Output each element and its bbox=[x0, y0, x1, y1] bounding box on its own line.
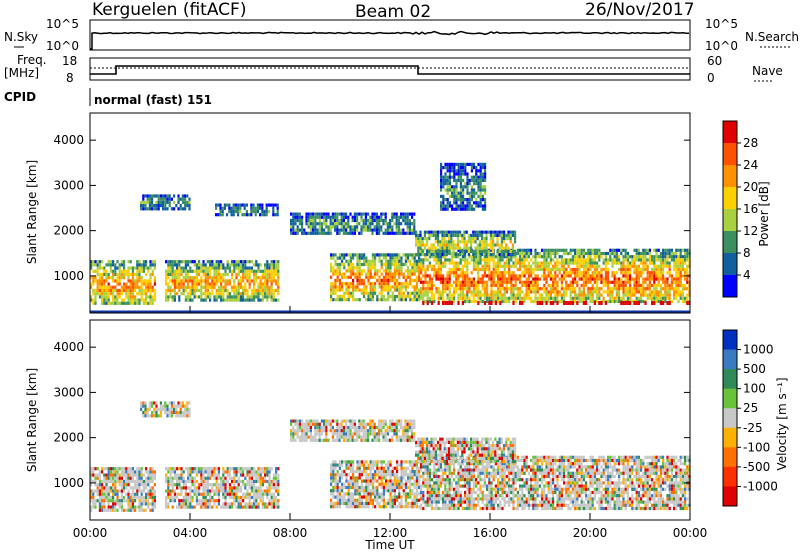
nsky-tick-high: 10^5 bbox=[46, 17, 79, 31]
velocity-echo-region bbox=[420, 456, 691, 510]
velocity-panel bbox=[90, 320, 691, 520]
power-echo-region bbox=[215, 204, 279, 217]
power-colorbar-segment bbox=[723, 165, 737, 188]
cpid-label: CPID bbox=[4, 90, 36, 104]
velocity-colorbar-tick: 1000 bbox=[743, 343, 774, 357]
power-colorbar-segment bbox=[723, 253, 737, 276]
x-tick-label: 20:00 bbox=[573, 526, 608, 540]
velocity-colorbar-label: Velocity [m s⁻¹] bbox=[775, 377, 789, 470]
velocity-echo-region bbox=[290, 420, 415, 442]
velocity-echo-region bbox=[165, 467, 279, 509]
velocity-colorbar-segment bbox=[723, 369, 737, 389]
freq-unit-label: [MHz] bbox=[4, 66, 39, 80]
nsky-panel bbox=[90, 20, 690, 50]
freq-panel bbox=[90, 58, 690, 80]
power-colorbar-label: Power [dB] bbox=[757, 181, 771, 246]
freq-tick-high: 18 bbox=[62, 54, 77, 68]
power-echo-region bbox=[420, 249, 691, 303]
power-colorbar-segment bbox=[723, 187, 737, 210]
velocity-colorbar-tick: -1000 bbox=[743, 479, 778, 493]
power-colorbar-tick: 4 bbox=[743, 268, 751, 282]
x-tick-label: 16:00 bbox=[473, 526, 508, 540]
x-tick-label: 00:00 bbox=[673, 526, 708, 540]
power-colorbar-segment bbox=[723, 121, 737, 144]
power-colorbar-tick: 12 bbox=[743, 224, 758, 238]
velocity-colorbar-segment bbox=[723, 350, 737, 370]
freq-label: Freq. bbox=[17, 53, 47, 67]
velocity-echo-region bbox=[140, 401, 191, 417]
power-echo-region bbox=[90, 260, 156, 305]
x-tick-label: 08:00 bbox=[273, 526, 308, 540]
power-ytick-label: 4000 bbox=[53, 133, 84, 147]
x-tick-label: 04:00 bbox=[173, 526, 208, 540]
power-echo-region bbox=[415, 231, 516, 257]
x-axis-label: Time UT bbox=[364, 538, 415, 552]
power-panel bbox=[90, 113, 691, 313]
nave-label: Nave bbox=[752, 64, 783, 78]
freq-tick-low: 8 bbox=[66, 71, 74, 85]
velocity-echo-region bbox=[90, 467, 156, 512]
power-ytick-label: 3000 bbox=[53, 178, 84, 192]
velocity-colorbar-tick: 100 bbox=[743, 382, 766, 396]
nave-tick-low: 0 bbox=[707, 71, 715, 85]
power-echo-region bbox=[330, 253, 420, 301]
velocity-colorbar-tick: 500 bbox=[743, 362, 766, 376]
velocity-colorbar-segment bbox=[723, 330, 737, 350]
power-colorbar-segment bbox=[723, 209, 737, 232]
velocity-colorbar-segment bbox=[723, 447, 737, 467]
velocity-colorbar-tick: 25 bbox=[743, 401, 758, 415]
nsky-tick-low: 10^0 bbox=[46, 39, 79, 53]
velocity-colorbar-segment bbox=[723, 486, 737, 506]
velocity-colorbar-segment bbox=[723, 428, 737, 448]
power-colorbar-tick: 24 bbox=[743, 158, 758, 172]
power-colorbar-segment bbox=[723, 231, 737, 254]
velocity-ytick-label: 1000 bbox=[53, 476, 84, 490]
velocity-colorbar: 1000 500 100 25 -25 -100 -500 -1000 bbox=[723, 330, 778, 507]
velocity-colorbar-tick: -25 bbox=[743, 421, 763, 435]
power-colorbar-tick: 16 bbox=[743, 202, 758, 216]
power-colorbar-tick: 20 bbox=[743, 180, 758, 194]
power-near-range-echo bbox=[422, 301, 690, 305]
velocity-colorbar-tick: -100 bbox=[743, 440, 770, 454]
velocity-colorbar-segment bbox=[723, 408, 737, 428]
freq-trace bbox=[90, 66, 690, 74]
power-colorbar-segment bbox=[723, 143, 737, 166]
velocity-colorbar-segment bbox=[723, 389, 737, 409]
power-ytick-label: 1000 bbox=[53, 269, 84, 283]
velocity-ytick-label: 3000 bbox=[53, 385, 84, 399]
velocity-echo-region bbox=[330, 460, 420, 508]
nsky-trace bbox=[90, 32, 689, 50]
power-colorbar-tick: 28 bbox=[743, 136, 758, 150]
x-tick-label: 00:00 bbox=[73, 526, 108, 540]
velocity-echo-region bbox=[415, 438, 516, 464]
nsearch-tick-low: 10^0 bbox=[705, 39, 738, 53]
power-echo-region bbox=[165, 260, 279, 302]
power-echo-region bbox=[140, 194, 191, 210]
nsearch-label: N.Search bbox=[745, 30, 799, 44]
nsearch-tick-high: 10^5 bbox=[705, 17, 738, 31]
velocity-ytick-label: 2000 bbox=[53, 431, 84, 445]
power-echo-region bbox=[290, 213, 415, 235]
nave-tick-high: 60 bbox=[707, 54, 722, 68]
velocity-ylabel: Slant Range [km] bbox=[25, 368, 39, 472]
cpid-value: normal (fast) 151 bbox=[94, 93, 212, 107]
velocity-colorbar-segment bbox=[723, 467, 737, 487]
nsky-label: N.Sky bbox=[4, 30, 38, 44]
beam-title: Beam 02 bbox=[355, 2, 431, 22]
power-colorbar: 28 24 20 16 12 8 4 bbox=[723, 121, 758, 298]
power-colorbar-tick: 8 bbox=[743, 246, 751, 260]
station-title: Kerguelen (fitACF) bbox=[92, 0, 246, 20]
power-ytick-label: 2000 bbox=[53, 224, 84, 238]
power-echo-region bbox=[440, 163, 486, 211]
date-title: 26/Nov/2017 bbox=[585, 0, 695, 20]
velocity-ytick-label: 4000 bbox=[53, 340, 84, 354]
velocity-colorbar-tick: -500 bbox=[743, 460, 770, 474]
power-colorbar-segment bbox=[723, 275, 737, 298]
power-ylabel: Slant Range [km] bbox=[25, 160, 39, 264]
